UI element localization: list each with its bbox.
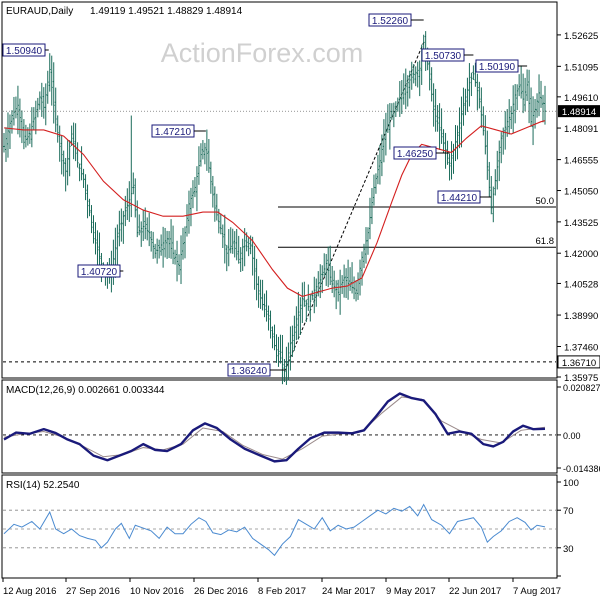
current-price-tag [558,105,600,118]
x-tick-label: 26 Dec 2016 [194,586,248,597]
level-label-text: 1.40720 [81,267,118,278]
x-tick-label: 9 May 2017 [386,586,436,597]
price-tick-label: 1.45050 [564,187,598,198]
fib-label-50-0: 50.0 [536,196,555,207]
price-y-axis: 1.52625 1.51095 1.49610 1.48091 1.46555 1.450… [3,31,600,384]
level-label-text: 1.50940 [6,46,43,57]
macd-line [3,392,546,463]
x-tick-label: 10 Nov 2016 [130,586,184,597]
level-label-1-36240: 1.36240 [227,363,271,377]
rsi-tick-label: 100 [563,478,579,489]
price-tick-label: 1.46555 [564,156,598,167]
rsi-y-axis: 100 70 30 [557,478,579,577]
macd-y-axis: 0.020827 0.00 -0.014386 [557,383,600,474]
level-label-text: 1.50730 [425,51,462,62]
support-tag-box [557,355,600,369]
level-label-text: 1.46250 [397,149,434,160]
rsi-panel-frame [1,474,558,579]
chart-ohlc: 1.49119 1.49521 1.48829 1.48914 [90,6,243,17]
level-label-text: 1.50190 [479,62,516,73]
macd-lines [3,392,556,463]
price-tick-label: 1.48091 [564,124,598,135]
level-label-1-40720: 1.40720 [77,264,121,278]
current-price-text: 1.48914 [562,107,596,118]
chart-symbol: EURAUD,Daily [6,6,73,17]
watermark: ActionForex.com [161,38,364,68]
x-tick-label: 8 Feb 2017 [258,586,306,597]
price-tick-label: 1.43525 [564,218,598,229]
x-tick-label: 22 Jun 2017 [449,586,501,597]
support-tag-text: 1.36710 [562,358,596,369]
rsi-lines [3,503,556,557]
price-tick-label: 1.49610 [564,93,598,104]
level-label-text: 1.36240 [231,366,268,377]
macd-tick-label: -0.014386 [563,464,600,474]
moving-average-line [3,120,546,297]
macd-tick-label: 0.020827 [563,383,600,393]
price-tick-label: 1.42000 [564,249,598,260]
trend-line-segment [283,42,425,372]
date-x-axis: 12 Aug 2016 27 Sep 2016 10 Nov 2016 26 Dec … [2,578,561,597]
level-label-text: 1.44210 [441,193,478,204]
macd-signal-line [3,396,546,460]
fib-label-61-8: 61.8 [536,236,555,247]
price-panel-frame [1,1,558,379]
price-tick-label: 1.38990 [564,311,598,322]
level-label-text: 1.47210 [155,127,192,138]
rsi-line [3,503,546,557]
level-label-1-46250: 1.46250 [393,146,437,160]
price-reference-lines: 50.0 61.8 1.36710 [3,196,600,369]
trend-line [283,42,425,372]
level-label-1-50730: 1.50730 [421,48,465,62]
rsi-tick-label: 70 [563,506,574,517]
macd-panel-frame [1,379,558,474]
price-tick-label: 1.51095 [564,62,598,73]
rsi-title: RSI(14) 52.2540 [6,480,80,491]
price-tick-label: 1.52625 [564,31,598,42]
price-tick-label: 1.40528 [564,279,598,290]
x-tick-label: 27 Sep 2016 [66,586,120,597]
x-tick-label: 24 Mar 2017 [322,586,375,597]
price-tick-label: 1.35975 [564,373,598,384]
level-label-text: 1.52260 [372,16,409,27]
x-tick-label: 12 Aug 2016 [3,586,56,597]
macd-title: MACD(12,26,9) 0.002661 0.003344 [6,385,165,396]
level-labels: 1.50940 1.47210 1.40720 1.36240 1.52260 1.507… [2,13,528,377]
moving-average [3,120,546,297]
level-label-1-47210: 1.47210 [151,124,195,138]
macd-tick-label: 0.00 [563,431,581,441]
level-label-1-52260: 1.52260 [368,13,412,27]
level-label-1-44210: 1.44210 [437,190,481,204]
level-label-1-50940: 1.50940 [2,43,46,57]
level-label-1-50190: 1.50190 [475,59,519,73]
support-line-tag: 1.36710 [557,355,600,369]
x-tick-label: 7 Aug 2017 [513,586,561,597]
price-tick-label: 1.37460 [564,342,598,353]
rsi-tick-label: 30 [563,544,574,555]
